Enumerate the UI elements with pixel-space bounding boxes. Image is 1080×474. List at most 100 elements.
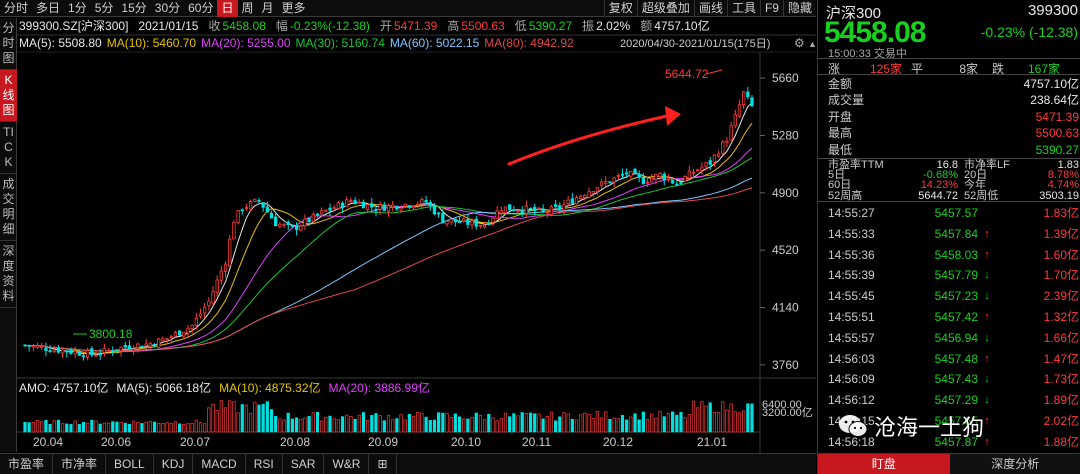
timeframe-tab[interactable]: 周: [241, 0, 254, 15]
volume-bar: [516, 415, 520, 433]
tick-row: 14:55:27 5457.57 1.83亿: [828, 203, 1079, 224]
indicator-tab[interactable]: BOLL: [106, 453, 154, 474]
tick-list[interactable]: 14:55:27 5457.57 1.83亿 14:55:33 5457.84 ↑ 1.39…: [828, 203, 1079, 453]
volume-bar: [533, 413, 537, 433]
tick-price: 5457.57: [934, 206, 978, 220]
timeframe-tab[interactable]: 多日: [36, 0, 61, 15]
volume-bar: [357, 414, 361, 433]
panel-tabs: 盯盘 深度分析: [818, 453, 1080, 474]
volume-bar: [495, 420, 499, 433]
candle-body: [349, 200, 353, 203]
candle-body: [282, 223, 286, 226]
candle-body: [190, 325, 194, 329]
tool-button[interactable]: 画线: [693, 0, 727, 17]
tick-row: 14:55:33 5457.84 ↑ 1.39亿: [828, 224, 1079, 245]
kline-chart[interactable]: 399300.SZ[沪深300] 2021/01/15 收 5458.08 幅 -0.23…: [17, 18, 816, 453]
left-nav-item[interactable]: 成交明细: [0, 174, 17, 241]
timeframe-tab[interactable]: 日: [217, 0, 238, 17]
tick-arrow: ↓: [984, 394, 990, 407]
panel-tab[interactable]: 深度分析: [949, 454, 1080, 474]
candle-body: [48, 350, 52, 353]
timeframe-tab[interactable]: 30分: [154, 0, 181, 15]
timeframe-tab[interactable]: 1分: [68, 0, 87, 15]
left-nav-item[interactable]: TICK: [0, 122, 17, 174]
volume-bar: [562, 412, 566, 433]
tool-button[interactable]: F9: [759, 0, 783, 17]
tool-button[interactable]: 超级叠加: [636, 0, 694, 17]
volume-bar: [73, 420, 77, 433]
indicator-tab[interactable]: 市盈率: [0, 453, 54, 474]
left-nav-item[interactable]: 深度资料: [0, 241, 17, 308]
indicator-tab[interactable]: 市净率: [53, 453, 107, 474]
volume-bar: [223, 407, 228, 433]
candle-body: [299, 225, 303, 231]
stat-row: 最低 5390.27: [828, 142, 1079, 158]
volume-bar: [725, 409, 729, 433]
volume-bar: [391, 419, 395, 433]
panel-tab[interactable]: 盯盘: [818, 454, 950, 474]
candle-body: [211, 291, 215, 304]
volume-bar: [265, 401, 269, 433]
volume-bar: [244, 404, 249, 433]
candle-body: [537, 207, 541, 210]
watermark-text: 沧海一土狗: [874, 415, 985, 440]
volume-bar: [228, 400, 232, 433]
valuation-value: 4.74%: [1047, 179, 1079, 192]
timeframe-tab[interactable]: 60分: [188, 0, 214, 15]
candle-body: [399, 207, 403, 211]
volume-legend-item: MA(20): 3886.99亿: [329, 380, 430, 395]
volume-bar: [190, 422, 194, 433]
indicator-tab[interactable]: KDJ: [154, 453, 194, 474]
candle-body: [691, 171, 696, 174]
indicator-tab[interactable]: RSI: [246, 453, 283, 474]
indicator-tab[interactable]: MACD: [193, 453, 246, 474]
candle-body: [675, 183, 679, 186]
candle-body: [382, 205, 386, 211]
trade-status: 交易中: [873, 48, 907, 60]
candle-body: [119, 346, 123, 352]
collapse-icon[interactable]: ▲: [808, 39, 816, 49]
down-count: 167家: [1027, 62, 1060, 76]
indicator-tab[interactable]: ⊞: [369, 453, 397, 474]
volume-bar: [625, 419, 629, 433]
volume-legend-item: AMO: 4757.10亿: [19, 380, 108, 395]
indicator-tab[interactable]: W&R: [324, 453, 370, 474]
candle-body: [516, 210, 520, 213]
volume-bar: [457, 416, 462, 433]
x-axis-label: 20.09: [368, 435, 398, 449]
tick-price: 5457.23: [934, 289, 978, 304]
indicator-tab[interactable]: SAR: [283, 453, 325, 474]
price-tick-label: 4900: [772, 186, 799, 200]
candle-body: [708, 160, 712, 165]
candle-body: [169, 336, 173, 339]
candle-body: [428, 202, 432, 206]
timeframe-tab[interactable]: 更多: [281, 0, 306, 15]
tool-button[interactable]: 隐藏: [782, 0, 816, 17]
candle-body: [111, 350, 115, 353]
left-nav-item[interactable]: 分时图: [0, 18, 17, 70]
volume-bar: [123, 422, 127, 433]
timeframe-tab[interactable]: 月: [261, 0, 274, 15]
candle-body: [148, 343, 152, 347]
volume-bar: [290, 418, 295, 433]
timeframe-tab[interactable]: 分时: [4, 0, 29, 15]
candle-body: [370, 203, 374, 208]
settings-icon[interactable]: ⚙: [794, 36, 805, 50]
candle-body: [286, 221, 290, 225]
timeframe-tab[interactable]: 15分: [121, 0, 147, 15]
ma-legend-item: MA(5): 5508.80: [19, 36, 102, 50]
candle-body: [583, 195, 587, 199]
candle-body: [127, 345, 132, 350]
info-low-label: 低: [515, 19, 527, 33]
candle-body: [679, 182, 683, 184]
left-nav-label: K线图: [2, 73, 15, 117]
tool-button[interactable]: 工具: [726, 0, 760, 17]
volume-bar: [106, 422, 111, 433]
candle-body: [746, 91, 750, 98]
timeframe-tab[interactable]: 5分: [94, 0, 114, 15]
candle-body: [512, 209, 516, 212]
tool-button[interactable]: 复权: [603, 0, 637, 17]
volume-bar: [399, 414, 403, 433]
volume-bar: [382, 420, 386, 433]
left-nav-item[interactable]: K线图: [0, 70, 17, 122]
